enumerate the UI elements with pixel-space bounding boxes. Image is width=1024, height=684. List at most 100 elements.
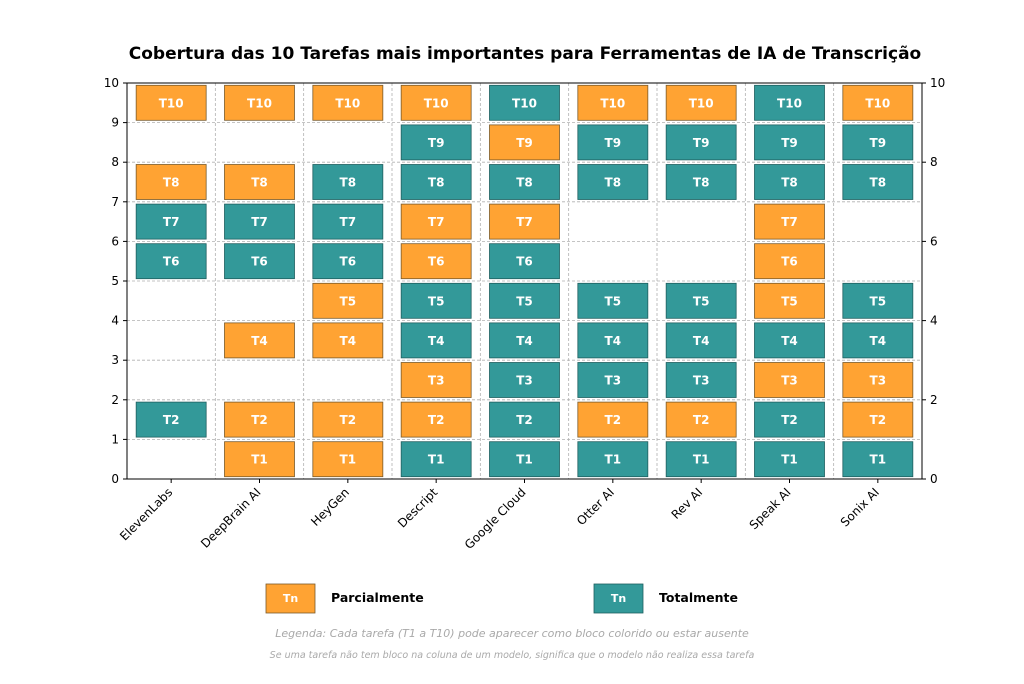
legend-swatch-total <box>593 583 644 614</box>
task-block-label: T5 <box>870 294 887 308</box>
task-block-label: T1 <box>340 453 357 467</box>
task-block-label: T5 <box>693 294 710 308</box>
task-block-rect <box>489 362 560 398</box>
task-block: T8 <box>489 164 560 200</box>
task-block-label: T7 <box>340 215 357 229</box>
task-block: T2 <box>842 401 914 438</box>
task-block-label: T3 <box>605 374 622 388</box>
task-block: T8 <box>842 164 914 200</box>
task-block: T4 <box>224 322 295 359</box>
task-block-label: T10 <box>777 96 802 110</box>
task-block-rect <box>665 322 737 359</box>
task-block-rect <box>842 441 914 478</box>
task-block-rect <box>754 322 825 359</box>
x-tick-label: HeyGen <box>308 485 352 529</box>
task-block: T6 <box>754 243 825 280</box>
task-block-rect <box>665 441 737 478</box>
task-block: T5 <box>577 282 649 319</box>
task-block: T9 <box>754 124 825 161</box>
task-block-rect <box>400 203 472 240</box>
task-block-rect <box>842 362 914 398</box>
task-block: T5 <box>312 282 384 319</box>
task-block-rect <box>312 282 384 319</box>
task-block-label: T10 <box>512 96 537 110</box>
task-block-label: T3 <box>428 374 445 388</box>
task-block-label: T6 <box>781 255 798 269</box>
task-block-label: T4 <box>516 334 533 348</box>
legend-swatch-partial <box>265 583 316 614</box>
task-block-label: T1 <box>781 453 798 467</box>
task-block: T9 <box>665 124 737 161</box>
task-block: T10 <box>754 84 825 121</box>
task-block: T2 <box>754 401 825 438</box>
task-block-label: T1 <box>251 453 268 467</box>
task-block-label: T5 <box>516 294 533 308</box>
task-block-label: T9 <box>428 136 445 150</box>
task-block: T6 <box>312 243 384 280</box>
task-blocks: T2 T6 T7 T8 T10 T1 T2 T4 T6 T7 T8 T10 T1 T2 T4 T5 T6 T7 T8… <box>135 84 914 478</box>
y-tick-label: 9 <box>111 116 119 130</box>
task-block: T7 <box>312 203 384 240</box>
task-block-rect <box>489 203 560 240</box>
task-block-rect <box>754 124 825 161</box>
task-block-label: T2 <box>340 413 357 427</box>
task-block: T2 <box>577 401 649 438</box>
task-block: T6 <box>400 243 472 280</box>
grid-lines <box>127 83 922 479</box>
task-block-label: T10 <box>335 96 360 110</box>
task-block-label: T10 <box>600 96 625 110</box>
task-block: T4 <box>665 322 737 359</box>
task-block: T8 <box>135 164 207 200</box>
task-block-label: T7 <box>163 215 180 229</box>
task-block-rect <box>754 203 825 240</box>
task-block-rect <box>754 401 825 438</box>
task-block: T4 <box>577 322 649 359</box>
task-block-rect <box>489 124 560 161</box>
task-block-label: T7 <box>781 215 798 229</box>
y-tick-label: 2 <box>111 393 119 407</box>
task-block: T8 <box>400 164 472 200</box>
legend: Tn Parcialmente Tn Totalmente <box>265 583 738 614</box>
task-block: T10 <box>135 84 207 121</box>
task-block-label: T8 <box>781 176 798 190</box>
task-block-label: T6 <box>340 255 357 269</box>
y-tick-label-right: 10 <box>930 76 945 90</box>
task-block-label: T2 <box>605 413 622 427</box>
task-block-label: T2 <box>781 413 798 427</box>
task-block: T2 <box>400 401 472 438</box>
task-block: T2 <box>665 401 737 438</box>
chart-title: Cobertura das 10 Tarefas mais importante… <box>129 44 921 64</box>
task-block: T1 <box>312 441 384 478</box>
task-block-label: T2 <box>870 413 887 427</box>
task-block-label: T10 <box>247 96 272 110</box>
task-block-label: T9 <box>693 136 710 150</box>
absence-note: Se uma tarefa não tem bloco na coluna de… <box>270 650 755 661</box>
x-tick-label: Otter AI <box>574 485 617 528</box>
task-block-label: T3 <box>781 374 798 388</box>
x-tick-label: Google Cloud <box>462 485 529 552</box>
task-block: T1 <box>224 441 295 478</box>
task-block-rect <box>489 282 560 319</box>
task-block: T5 <box>665 282 737 319</box>
task-block: T10 <box>400 84 472 121</box>
task-block-label: T10 <box>424 96 449 110</box>
task-block-rect <box>665 84 737 121</box>
task-block-label: T1 <box>428 453 445 467</box>
task-block: T7 <box>400 203 472 240</box>
x-tick-label: Rev AI <box>669 485 706 522</box>
task-block-rect <box>665 282 737 319</box>
task-block: T4 <box>842 322 914 359</box>
task-block: T1 <box>842 441 914 478</box>
task-block-rect <box>665 401 737 438</box>
task-block: T7 <box>224 203 295 240</box>
y-tick-label-right: 6 <box>930 234 938 248</box>
task-block-rect <box>489 243 560 280</box>
task-block-label: T7 <box>428 215 445 229</box>
x-tick-label: ElevenLabs <box>117 485 175 543</box>
y-tick-label: 3 <box>111 353 119 367</box>
task-block-label: T8 <box>340 176 357 190</box>
task-block-rect <box>577 362 649 398</box>
legend-label-partial: Parcialmente <box>331 590 424 605</box>
task-block-label: T1 <box>870 453 887 467</box>
